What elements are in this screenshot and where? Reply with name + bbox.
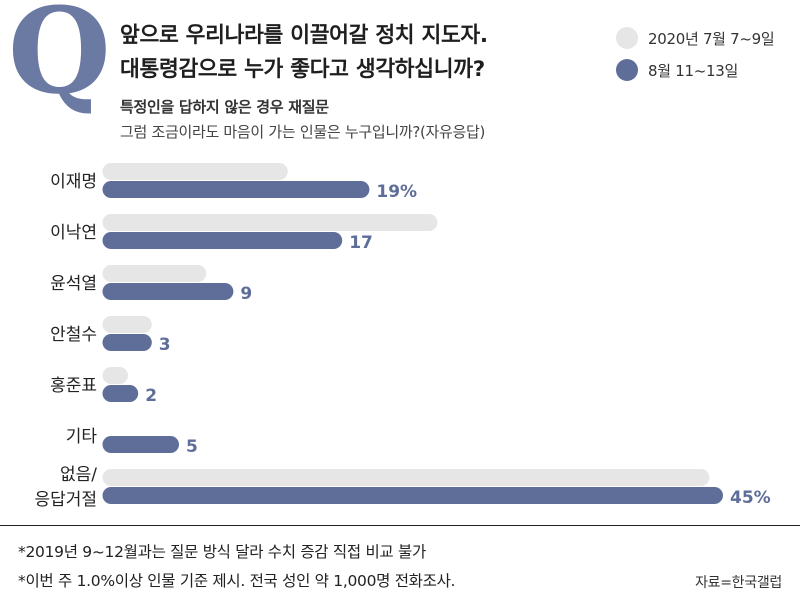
value-label: 2 <box>145 386 157 406</box>
bar-chart: 이재명 19% 이낙연 17 윤석열 9 안철수 3 홍준표 2 기타 5 없음/응답거절 45% <box>34 163 771 510</box>
bar-prev <box>102 214 438 231</box>
value-label: 5 <box>186 437 198 457</box>
bar-curr <box>102 487 723 504</box>
bar-prev <box>102 469 710 486</box>
category-label: 홍준표 <box>50 376 97 396</box>
footnote-divider <box>0 525 800 526</box>
bar-prev <box>102 367 128 384</box>
bar-curr <box>102 283 234 300</box>
legend-label-prev: 2020년 7월 7~9일 <box>648 29 775 48</box>
legend-swatch-curr <box>616 59 638 81</box>
q-letter: Q <box>8 0 111 120</box>
legend-item-prev: 2020년 7월 7~9일 <box>616 27 775 49</box>
value-label: 9 <box>240 284 252 304</box>
value-label: 3 <box>159 335 171 355</box>
value-label: 45% <box>730 488 771 508</box>
bar-prev <box>102 316 152 333</box>
legend-swatch-prev <box>616 27 638 49</box>
footnote-2: *이번 주 1.0%이상 인물 기준 제시. 전국 성인 약 1,000명 전화… <box>18 572 456 590</box>
footnote-1: *2019년 9~12월과는 질문 방식 달라 수치 증감 직접 비교 불가 <box>18 543 426 561</box>
legend-item-curr: 8월 11~13일 <box>616 59 738 81</box>
bar-prev <box>102 163 288 180</box>
category-label: 응답거절 <box>34 490 97 510</box>
category-label: 없음/ <box>60 465 97 485</box>
title-line-1: 앞으로 우리나라를 이끌어갈 정치 지도자. <box>120 23 488 48</box>
title-line-2: 대통령감으로 누가 좋다고 생각하십니까? <box>120 57 485 82</box>
subtitle-requestion: 특정인을 답하지 않은 경우 재질문 <box>120 98 329 116</box>
bar-curr <box>102 436 179 453</box>
subtitle-question: 그럼 조금이라도 마음이 가는 인물은 누구입니까?(자유응답) <box>120 123 486 141</box>
category-label: 이재명 <box>50 172 97 192</box>
category-label: 윤석열 <box>50 274 97 294</box>
source-label: 자료=한국갤럽 <box>695 575 782 591</box>
category-label: 이낙연 <box>50 223 97 243</box>
category-label: 기타 <box>66 427 98 447</box>
bar-curr <box>102 385 139 402</box>
bar-curr <box>102 334 152 351</box>
category-label: 안철수 <box>50 325 97 345</box>
legend-label-curr: 8월 11~13일 <box>648 61 738 80</box>
bar-curr <box>102 181 370 198</box>
bar-curr <box>102 232 343 249</box>
bar-prev <box>102 265 207 282</box>
value-label: 17 <box>349 233 373 253</box>
value-label: 19% <box>376 182 417 202</box>
